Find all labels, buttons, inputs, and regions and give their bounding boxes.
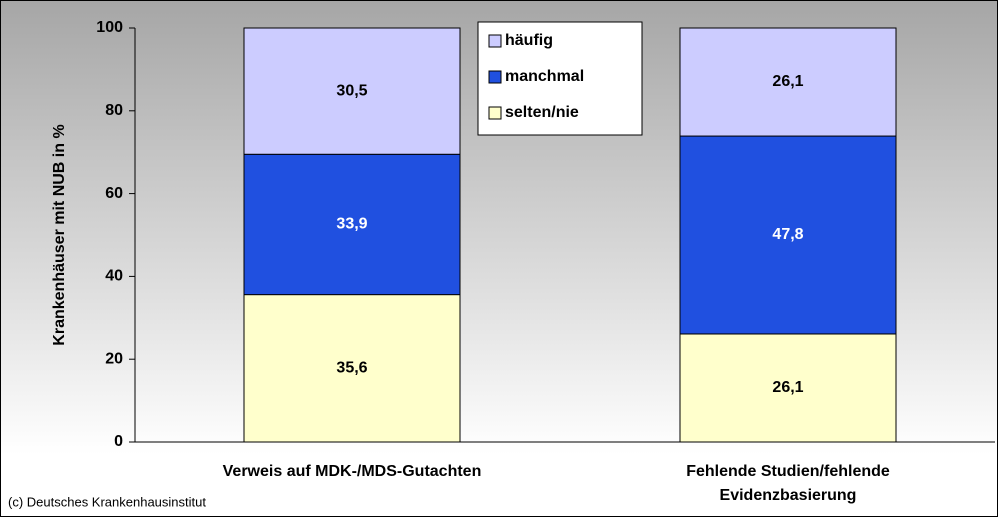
x-tick-label: Fehlende Studien/fehlende Evidenzbasieru… [686, 463, 890, 504]
y-tick-label: 100 [96, 19, 123, 36]
bar-segment [243, 27, 461, 155]
y-tick-label: 80 [105, 102, 123, 119]
data-label: 47,8 [772, 226, 803, 243]
credit: (c) Deutsches Krankenhausinstitut [8, 494, 206, 509]
bar-segment [679, 135, 897, 335]
legend-swatch [488, 106, 502, 120]
legend-label: manchmal [505, 68, 584, 85]
y-tick-label: 0 [114, 433, 123, 450]
bar-segment [679, 333, 897, 443]
bar-segment [243, 294, 461, 443]
legend-label: selten/nie [505, 104, 579, 121]
data-label: 33,9 [336, 216, 367, 233]
y-axis-label: Krankenhäuser mit NUB in % [51, 124, 68, 345]
legend-swatch [488, 34, 502, 48]
bar-segment [243, 153, 461, 296]
legend-label: häufig [505, 32, 553, 49]
y-tick-label: 60 [105, 185, 123, 202]
data-label: 26,1 [772, 73, 803, 90]
bar-segment [679, 27, 897, 137]
legend-box [477, 21, 643, 136]
x-tick-label: Verweis auf MDK-/MDS-Gutachten [222, 463, 482, 480]
data-label: 30,5 [336, 82, 367, 99]
y-tick-label: 20 [105, 350, 123, 367]
y-tick-label: 40 [105, 268, 123, 285]
data-label: 35,6 [336, 360, 367, 377]
legend-swatch [488, 70, 502, 84]
data-label: 26,1 [772, 379, 803, 396]
